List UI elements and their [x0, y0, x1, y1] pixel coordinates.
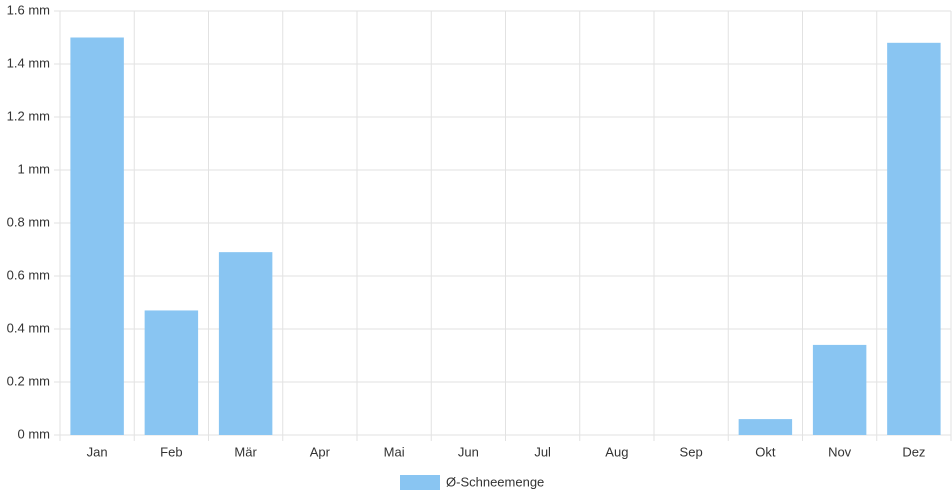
x-tick-label: Okt [755, 444, 776, 459]
x-tick-label: Mär [234, 444, 257, 459]
y-tick-label: 0.8 mm [7, 214, 50, 229]
x-tick-label: Jul [534, 444, 551, 459]
y-tick-label: 1 mm [18, 161, 51, 176]
bar [812, 344, 867, 435]
x-tick-label: Feb [160, 444, 182, 459]
legend-swatch [400, 475, 440, 490]
y-tick-label: 0.2 mm [7, 373, 50, 388]
x-tick-label: Nov [828, 444, 852, 459]
y-tick-label: 0 mm [18, 426, 51, 441]
y-tick-label: 1.2 mm [7, 108, 50, 123]
x-tick-label: Mai [384, 444, 405, 459]
bar [70, 37, 124, 435]
y-tick-label: 1.6 mm [7, 2, 50, 17]
bar [887, 42, 941, 436]
y-tick-label: 1.4 mm [7, 55, 50, 70]
x-tick-label: Dez [902, 444, 925, 459]
bar [738, 419, 793, 435]
bar [144, 310, 199, 435]
legend-label: Ø-Schneemenge [446, 474, 544, 489]
x-tick-label: Apr [310, 444, 331, 459]
x-tick-label: Jan [87, 444, 108, 459]
x-tick-label: Jun [458, 444, 479, 459]
x-tick-label: Aug [605, 444, 628, 459]
bar [218, 252, 273, 435]
x-tick-label: Sep [680, 444, 703, 459]
y-tick-label: 0.6 mm [7, 267, 50, 282]
y-tick-label: 0.4 mm [7, 320, 50, 335]
